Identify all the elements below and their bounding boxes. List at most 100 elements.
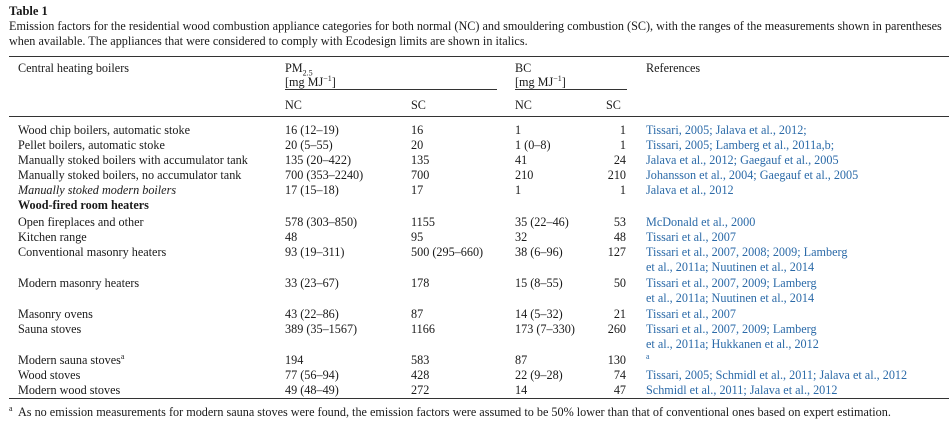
table-cell-pm-nc: 93 (19–311) — [285, 245, 345, 259]
table-cell-bc-nc: 32 — [515, 230, 528, 244]
table-cell-pm-sc: 1166 — [411, 322, 435, 336]
table-cell-bc-sc: 210 — [607, 168, 626, 182]
pm-subrule — [285, 89, 497, 90]
table-cell-name: Conventional masonry heaters — [18, 245, 167, 259]
table-cell-pm-nc: 77 (56–94) — [285, 368, 339, 382]
table-cell-bc-nc: 14 (5–32) — [515, 307, 563, 321]
table-cell-bc-nc: 38 (6–96) — [515, 245, 563, 259]
table-cell-name: Modern wood stoves — [18, 383, 121, 397]
table-cell-ref1: Tissari et al., 2007, 2009; Lamberg — [646, 322, 817, 336]
header-bc-nc: NC — [515, 98, 532, 112]
table-cell-name: Kitchen range — [18, 230, 87, 244]
table-cell-bc-sc: 127 — [607, 245, 626, 259]
table-cell-bc-nc: 210 — [515, 168, 534, 182]
table-cell-pm-sc: 700 — [411, 168, 430, 182]
table-cell-bc-nc: 1 — [515, 123, 522, 137]
table-cell-name: Wood stoves — [18, 368, 81, 382]
table-cell-name: Wood-fired room heaters — [18, 198, 149, 212]
table-cell-pm-sc: 428 — [411, 368, 430, 382]
bottom-rule — [9, 398, 949, 399]
table-cell-pm-nc: 20 (5–55) — [285, 138, 333, 152]
table-cell-ref1: Jalava et al., 2012 — [646, 183, 734, 197]
table-cell-ref2: et al., 2011a; Nuutinen et al., 2014 — [646, 291, 815, 305]
header-bc: BC — [515, 61, 532, 75]
table-cell-pm-sc: 135 — [411, 153, 430, 167]
table-cell-pm-sc: 583 — [411, 353, 430, 367]
table-cell-ref1: Jalava et al., 2012; Gaegauf et al., 200… — [646, 153, 839, 167]
table-cell-bc-sc: 260 — [607, 322, 626, 336]
table-cell-pm-sc: 272 — [411, 383, 430, 397]
table-cell-ref1: Tissari, 2005; Lamberg et al., 2011a,b; — [646, 138, 835, 152]
table-cell-pm-sc: 1155 — [411, 215, 435, 229]
table-cell-bc-nc: 41 — [515, 153, 528, 167]
table-cell-bc-sc: 1 — [619, 123, 626, 137]
table-cell-bc-sc: 130 — [607, 353, 626, 367]
header-pm-nc: NC — [285, 98, 302, 112]
table-cell-bc-sc: 21 — [613, 307, 626, 321]
table-cell-bc-sc: 47 — [613, 383, 626, 397]
table-cell-name: Masonry ovens — [18, 307, 93, 321]
table-cell-pm-nc: 135 (20–422) — [285, 153, 352, 167]
header-pm-sc: SC — [411, 98, 426, 112]
table-cell-bc-nc: 22 (9–28) — [515, 368, 563, 382]
table-cell-ref1: Tissari, 2005; Schmidl et al., 2011; Jal… — [646, 368, 908, 382]
table-cell-bc-sc: 1 — [619, 183, 626, 197]
table-cell-name: Wood chip boilers, automatic stoke — [18, 123, 190, 137]
table-cell-name: Sauna stoves — [18, 322, 82, 336]
table-cell-bc-sc: 53 — [613, 215, 626, 229]
table-cell-pm-sc: 87 — [411, 307, 424, 321]
table-cell-pm-sc: 178 — [411, 276, 430, 290]
header-bc-unit: [mg MJ−1] — [515, 73, 566, 89]
table-cell-bc-nc: 1 — [515, 183, 522, 197]
table-cell-bc-sc: 1 — [619, 138, 626, 152]
table-cell-pm-nc: 17 (15–18) — [285, 183, 339, 197]
table-cell-ref2: et al., 2011a; Hukkanen et al., 2012 — [646, 337, 819, 351]
table-cell-bc-nc: 14 — [515, 383, 528, 397]
table-cell-pm-sc: 20 — [411, 138, 424, 152]
table-cell-bc-sc: 50 — [613, 276, 626, 290]
table-cell-ref1: Tissari et al., 2007 — [646, 230, 736, 244]
table-cell-pm-nc: 578 (303–850) — [285, 215, 358, 229]
table-cell-ref1: Tissari et al., 2007, 2008; 2009; Lamber… — [646, 245, 848, 259]
table-cell-ref1: Johansson et al., 2004; Gaegauf et al., … — [646, 168, 859, 182]
table-cell-bc-nc: 1 (0–8) — [515, 138, 551, 152]
header-references: References — [646, 61, 701, 75]
table-cell-pm-sc: 16 — [411, 123, 424, 137]
table-cell-bc-nc: 87 — [515, 353, 528, 367]
table-cell-name: Manually stoked modern boilers — [18, 183, 177, 197]
header-category: Central heating boilers — [18, 61, 130, 75]
table-cell-bc-nc: 35 (22–46) — [515, 215, 569, 229]
table-cell-bc-nc: 15 (8–55) — [515, 276, 563, 290]
table-cell-bc-sc: 24 — [613, 153, 626, 167]
table-cell-pm-nc: 43 (22–86) — [285, 307, 339, 321]
table-cell-ref1: Tissari et al., 2007, 2009; Lamberg — [646, 276, 817, 290]
table-cell-ref2: et al., 2011a; Nuutinen et al., 2014 — [646, 260, 815, 274]
table-cell-ref1: Schmidl et al., 2011; Jalava et al., 201… — [646, 383, 838, 397]
header-rule — [9, 116, 949, 117]
table-cell-name: Manually stoked boilers, no accumulator … — [18, 168, 242, 182]
table-cell-ref1: a — [646, 351, 650, 361]
header-bc-sc: SC — [606, 98, 621, 112]
table-cell-ref1: Tissari et al., 2007 — [646, 307, 736, 321]
table-cell-pm-sc: 500 (295–660) — [411, 245, 484, 259]
table-cell-ref1: Tissari, 2005; Jalava et al., 2012; — [646, 123, 807, 137]
table-cell-name: Modern masonry heaters — [18, 276, 140, 290]
table-cell-name: Modern sauna stovesa — [18, 351, 125, 367]
table-caption: Emission factors for the residential woo… — [9, 19, 942, 48]
bc-subrule — [515, 89, 627, 90]
table-cell-pm-nc: 33 (23–67) — [285, 276, 339, 290]
table-cell-pm-sc: 17 — [411, 183, 424, 197]
table-cell-pm-nc: 49 (48–49) — [285, 383, 339, 397]
table-cell-bc-sc: 48 — [613, 230, 626, 244]
table-cell-pm-nc: 700 (353–2240) — [285, 168, 364, 182]
table-cell-pm-nc: 16 (12–19) — [285, 123, 339, 137]
table-cell-pm-nc: 48 — [285, 230, 298, 244]
table-cell-bc-nc: 173 (7–330) — [515, 322, 575, 336]
table-cell-pm-sc: 95 — [411, 230, 424, 244]
table-cell-name: Manually stoked boilers with accumulator… — [18, 153, 248, 167]
table-cell-ref1: McDonald et al., 2000 — [646, 215, 756, 229]
table-cell-pm-nc: 194 — [285, 353, 304, 367]
table-cell-name: Open fireplaces and other — [18, 215, 144, 229]
header-pm: PM2.5 — [285, 61, 313, 78]
